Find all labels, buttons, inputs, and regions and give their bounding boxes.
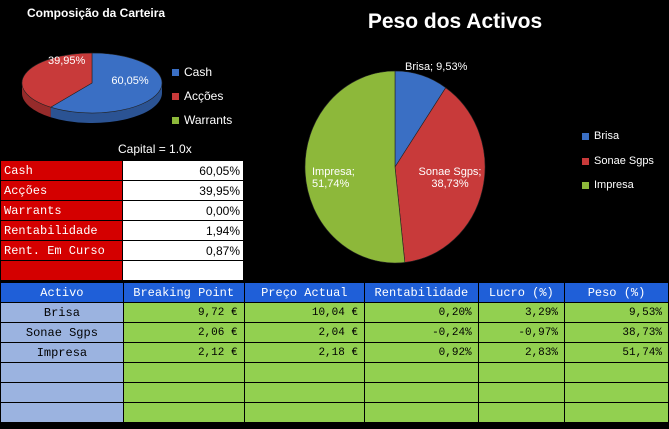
table-cell: [0, 402, 124, 423]
summary-value: 0,00%: [122, 200, 244, 221]
left-chart-title: Composição da Carteira: [27, 6, 166, 20]
table-cell: 10,04 €: [243, 302, 366, 323]
table-cell: [364, 402, 479, 423]
table-row: [0, 402, 669, 423]
table-cell: 3,29%: [477, 302, 565, 323]
square-icon: [582, 132, 589, 140]
summary-value: 39,95%: [122, 180, 244, 201]
left-legend-cash: Cash: [172, 65, 212, 79]
left-legend-warrants: Warrants: [172, 113, 232, 127]
table-cell: [243, 402, 366, 423]
summary-row: Cash 60,05%: [0, 160, 244, 181]
summary-value: [122, 260, 244, 281]
table-cell: [364, 382, 479, 403]
table-cell: 51,74%: [563, 342, 669, 363]
summary-row: Warrants 0,00%: [0, 200, 244, 221]
table-cell: [477, 402, 565, 423]
summary-table: Cash 60,05% Acções 39,95% Warrants 0,00% Renta…: [0, 160, 244, 281]
summary-value: 60,05%: [122, 160, 244, 181]
table-cell: 2,12 €: [122, 342, 245, 363]
main-legend-sonae: Sonae Sgps: [582, 155, 654, 167]
summary-label: Rent. Em Curso: [0, 240, 123, 261]
main-data-label-impresa: Impresa; 51,74%: [312, 166, 355, 190]
main-pie-slice-impresa: [304, 70, 406, 264]
summary-value: 0,87%: [122, 240, 244, 261]
main-chart-title: Peso dos Activos: [367, 10, 543, 33]
table-cell: [477, 382, 565, 403]
table-cell: [122, 362, 245, 383]
table-cell: [563, 382, 669, 403]
left-pie-slice-side: [50, 83, 162, 124]
table-cell: 38,73%: [563, 322, 669, 343]
table-cell: 2,06 €: [122, 322, 245, 343]
table-cell: [243, 362, 366, 383]
table-row: Impresa 2,12 €2,18 €0,92% 2,83% 51,74%: [0, 342, 669, 363]
table-cell: [122, 382, 245, 403]
square-icon: [582, 181, 589, 189]
column-header: Rentabilidade: [364, 282, 479, 303]
left-pie-slice-acções: [21, 52, 93, 108]
square-icon: [172, 69, 179, 77]
summary-row: [0, 260, 244, 281]
main-data-label-brisa: Brisa; 9,53%: [405, 61, 468, 73]
left-pie-slice-cash: [49, 52, 163, 114]
table-row: Brisa 9,72 €10,04 €0,20% 3,29% 9,53%: [0, 302, 669, 323]
summary-value: 1,94%: [122, 220, 244, 241]
summary-label: Cash: [0, 160, 123, 181]
table-cell: 0,20%: [364, 302, 479, 323]
main-pie-slice-sonae-sgps: [394, 87, 486, 263]
table-cell: 0,92%: [364, 342, 479, 363]
table-row: [0, 382, 669, 403]
left-pie-chart: 60,05% 39,95%: [21, 52, 163, 124]
table-row: [0, 362, 669, 383]
left-pie-slice-side: [22, 83, 51, 118]
table-cell: [243, 382, 366, 403]
table-cell: [563, 362, 669, 383]
left-data-label-accoes: 39,95%: [48, 55, 86, 67]
column-header: Preço Actual: [243, 282, 366, 303]
table-cell: [477, 362, 565, 383]
table-cell: 9,53%: [563, 302, 669, 323]
summary-label: [0, 260, 123, 281]
table-row: Sonae Sgps 2,06 €2,04 € -0,24% -0,97% 38,73%: [0, 322, 669, 343]
table-cell: 2,83%: [477, 342, 565, 363]
main-pie-chart: [304, 70, 486, 264]
square-icon: [582, 157, 589, 165]
main-legend-impresa: Impresa: [582, 179, 634, 191]
main-legend-brisa: Brisa: [582, 130, 619, 142]
square-icon: [172, 117, 179, 125]
table-cell: [0, 362, 124, 383]
table-cell: Sonae Sgps: [0, 322, 124, 343]
summary-label: Warrants: [0, 200, 123, 221]
table-cell: [563, 402, 669, 423]
capital-label: Capital = 1.0x: [118, 142, 192, 156]
table-cell: [0, 382, 124, 403]
left-legend-accoes: Acções: [172, 89, 223, 103]
table-cell: 2,04 €: [243, 322, 366, 343]
table-cell: Impresa: [0, 342, 124, 363]
square-icon: [172, 93, 179, 101]
column-header: Activo: [0, 282, 124, 303]
table-cell: -0,24%: [364, 322, 479, 343]
main-data-label-sonae: Sonae Sgps; 38,73%: [418, 166, 482, 190]
summary-row: Rent. Em Curso 0,87%: [0, 240, 244, 261]
column-header: Lucro (%): [477, 282, 565, 303]
table-cell: Brisa: [0, 302, 124, 323]
summary-label: Rentabilidade: [0, 220, 123, 241]
summary-label: Acções: [0, 180, 123, 201]
table-cell: 2,18 €: [243, 342, 366, 363]
column-header: Breaking Point: [122, 282, 245, 303]
summary-row: Rentabilidade 1,94%: [0, 220, 244, 241]
column-header: Peso (%): [563, 282, 669, 303]
table-cell: [122, 402, 245, 423]
table-cell: [364, 362, 479, 383]
left-data-label-cash: 60,05%: [111, 75, 149, 87]
summary-row: Acções 39,95%: [0, 180, 244, 201]
table-cell: -0,97%: [477, 322, 565, 343]
assets-table: Activo Breaking Point Preço Actual Rentabil…: [0, 282, 669, 423]
table-cell: 9,72 €: [122, 302, 245, 323]
